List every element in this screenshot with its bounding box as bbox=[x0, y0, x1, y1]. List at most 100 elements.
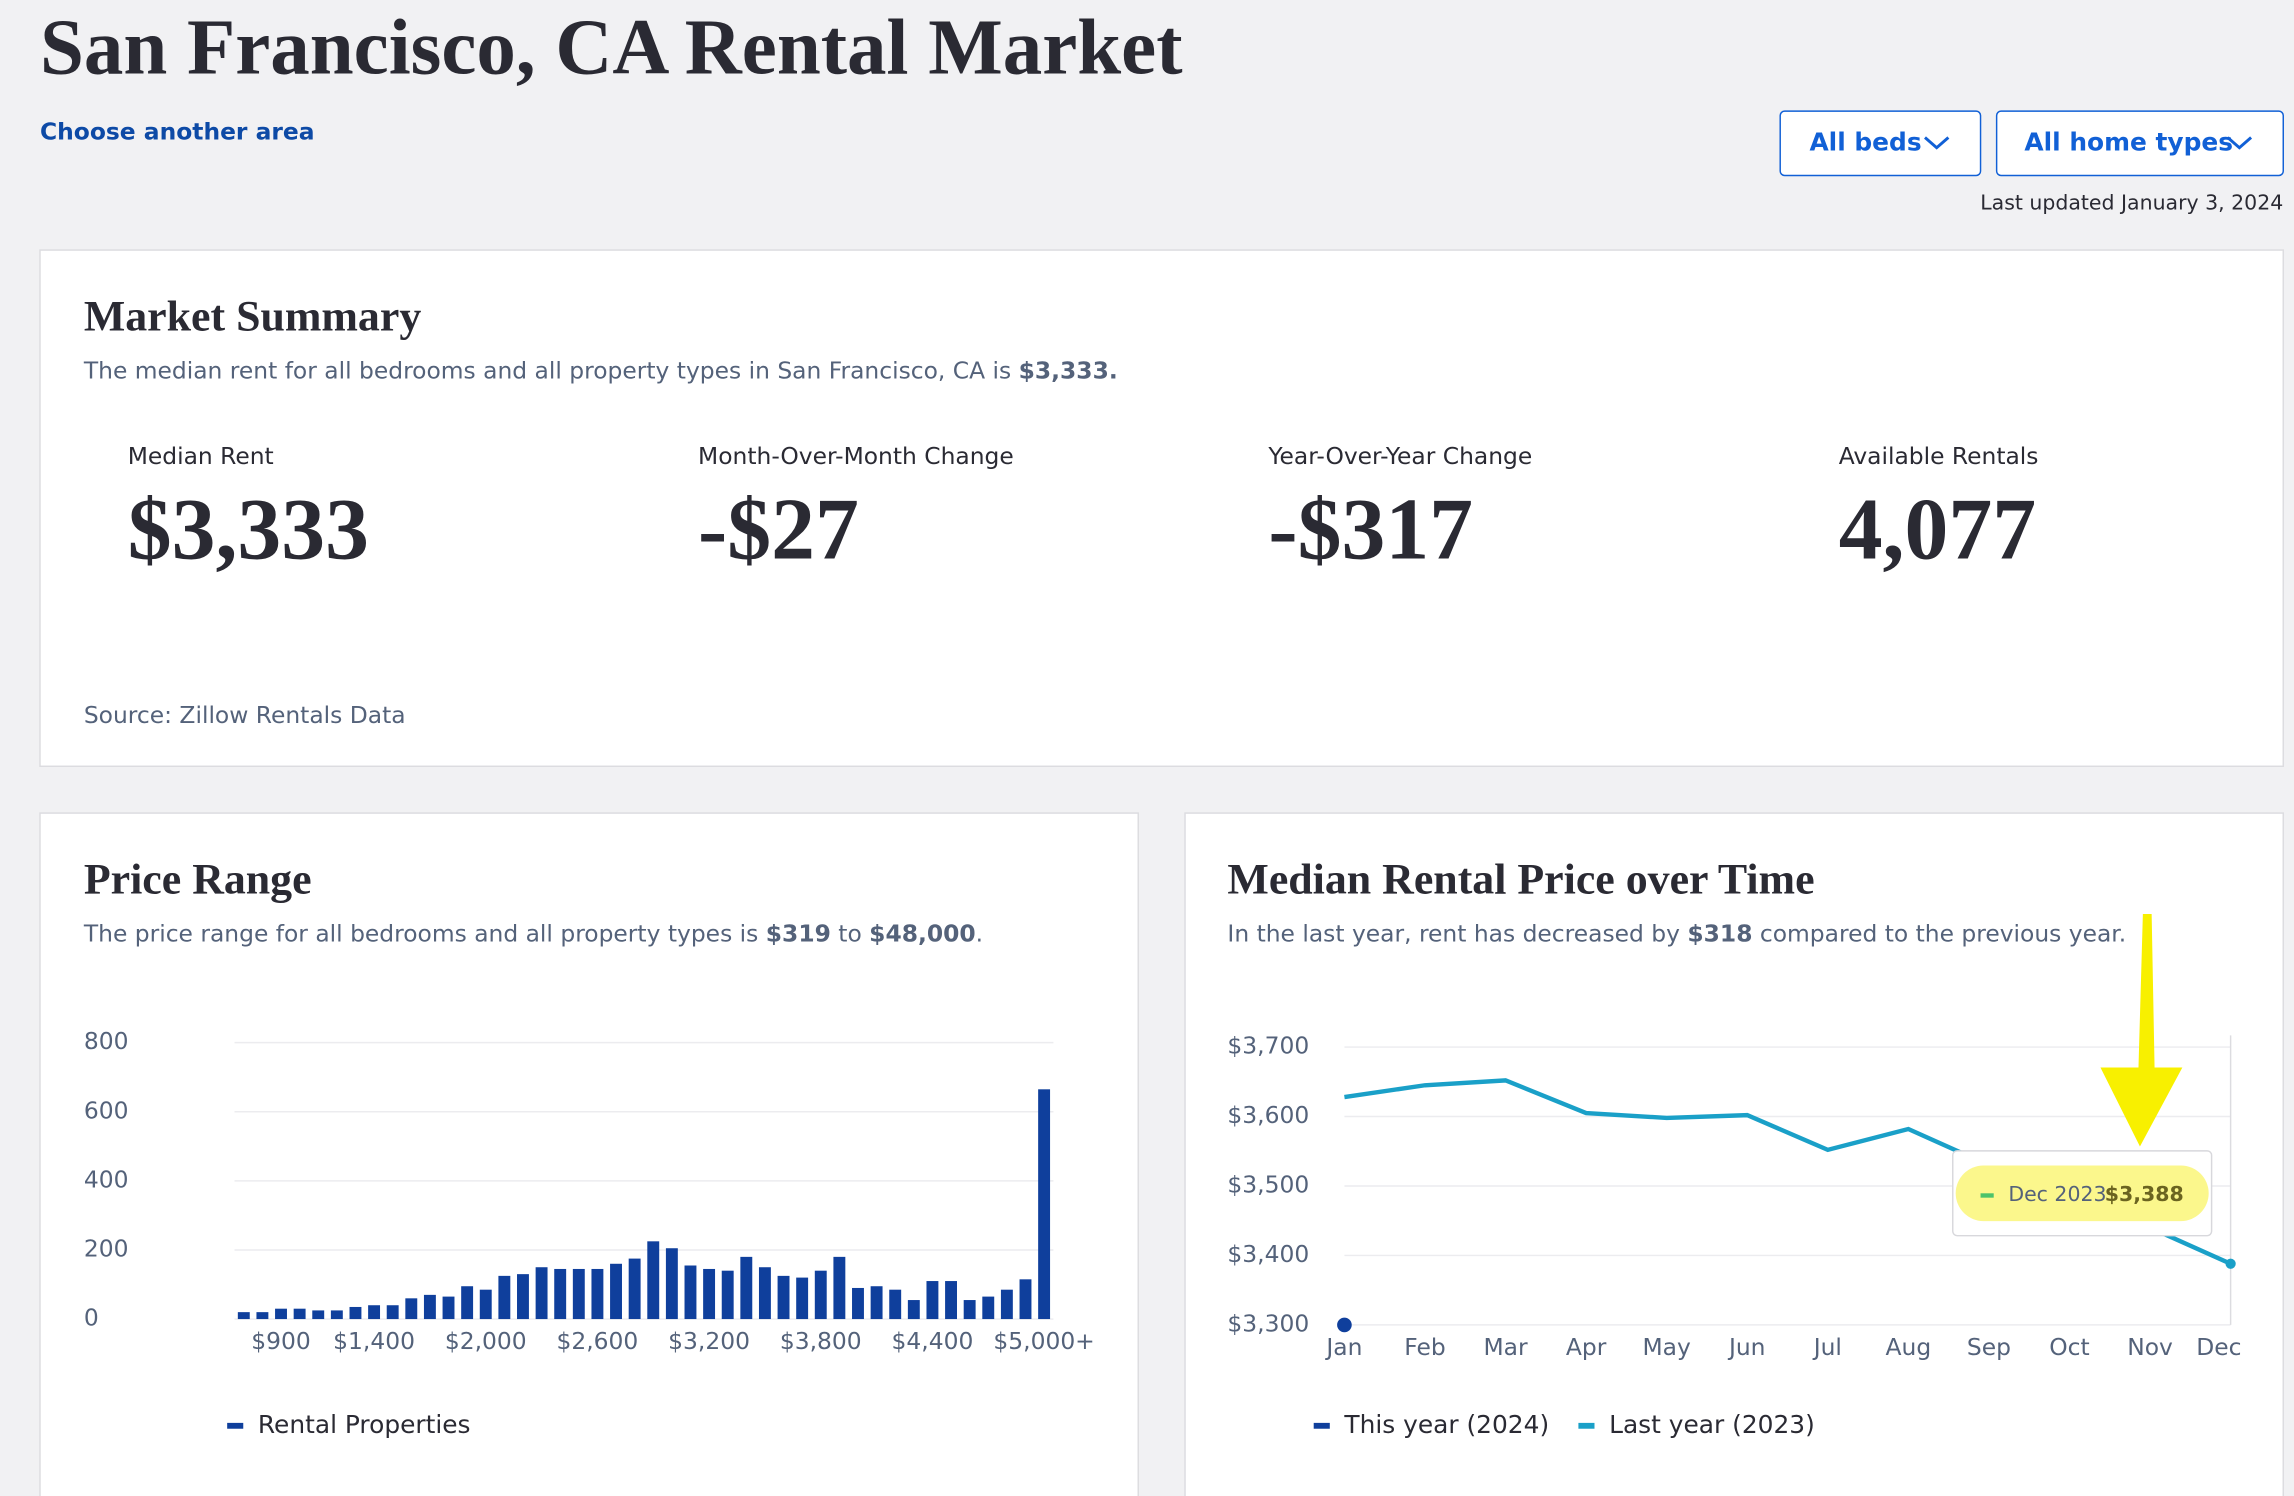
chevron bbox=[1924, 136, 1950, 150]
bar bbox=[647, 1241, 660, 1320]
x-tick-label: $2,000 bbox=[445, 1327, 527, 1355]
bar bbox=[386, 1305, 399, 1320]
bar bbox=[256, 1312, 269, 1320]
legend-swatch bbox=[1313, 1422, 1330, 1429]
y-tick-label: 600 bbox=[84, 1096, 129, 1124]
y-tick-label: 0 bbox=[84, 1304, 99, 1332]
bar bbox=[870, 1286, 883, 1320]
tooltip-label: Dec 2023 bbox=[2008, 1182, 2106, 1206]
bar bbox=[963, 1300, 976, 1320]
bar bbox=[1000, 1289, 1013, 1320]
text: $3,333. bbox=[1019, 356, 1118, 384]
chart-title: Median Rental Price over Time bbox=[1227, 855, 1814, 903]
bar bbox=[517, 1274, 529, 1320]
stats: Median Rent $3,333 Month-Over-Month Change… bbox=[128, 442, 2039, 577]
x-tick-label: Apr bbox=[1566, 1333, 1607, 1361]
source: Source: Zillow Rentals Data bbox=[84, 701, 406, 729]
x-tick-label: $1,400 bbox=[333, 1327, 415, 1355]
last-updated: Last updated January 3, 2024 bbox=[1980, 190, 2283, 214]
x-tick-label: Feb bbox=[1404, 1333, 1445, 1361]
charts: Price Range The price range for all bedro… bbox=[83, 855, 2242, 1438]
chevron bbox=[2226, 136, 2253, 150]
x-tick-label: $4,400 bbox=[892, 1327, 974, 1355]
stat-value: 4,077 bbox=[1839, 480, 2036, 577]
bar bbox=[461, 1286, 474, 1320]
text: compared to the previous year. bbox=[1752, 919, 2126, 947]
bar bbox=[572, 1268, 585, 1320]
bar bbox=[703, 1268, 716, 1320]
legend-swatch bbox=[227, 1422, 244, 1429]
point bbox=[1337, 1317, 1352, 1333]
stat-label: Available Rentals bbox=[1839, 442, 2039, 470]
legend-label: Rental Properties bbox=[258, 1410, 471, 1439]
tooltip-value: $3,388 bbox=[2105, 1182, 2184, 1206]
y-tick-label: $3,700 bbox=[1227, 1032, 1309, 1060]
bar bbox=[442, 1296, 455, 1320]
x-tick-label: Dec bbox=[2196, 1333, 2241, 1361]
bar bbox=[740, 1256, 753, 1320]
summary-description: The median rent for all bedrooms and all… bbox=[83, 356, 1118, 384]
page-title: San Francisco, CA Rental Market bbox=[40, 5, 1183, 92]
chart-title: Price Range bbox=[84, 855, 312, 903]
end-point bbox=[2225, 1258, 2236, 1269]
bar bbox=[535, 1267, 548, 1320]
x-tick-label: $3,800 bbox=[780, 1327, 862, 1355]
bar bbox=[777, 1275, 790, 1320]
x-tick-label: Sep bbox=[1967, 1333, 2011, 1361]
text: $48,000 bbox=[869, 919, 975, 947]
y-tick-label: 800 bbox=[84, 1027, 129, 1055]
summary-card bbox=[39, 249, 2284, 768]
type-filter[interactable] bbox=[1995, 110, 2284, 177]
bar bbox=[721, 1270, 734, 1320]
bar bbox=[907, 1300, 920, 1320]
bar bbox=[275, 1308, 287, 1320]
area-link[interactable]: Choose another area bbox=[40, 118, 315, 146]
x-tick-label: May bbox=[1643, 1333, 1691, 1361]
bar bbox=[554, 1268, 567, 1320]
bar bbox=[479, 1289, 492, 1320]
chart-card bbox=[39, 812, 1139, 1496]
bar bbox=[852, 1287, 864, 1320]
x-tick-label: Jul bbox=[1812, 1333, 1842, 1361]
bar bbox=[293, 1308, 306, 1320]
legend-label: This year (2024) bbox=[1343, 1410, 1549, 1439]
bar bbox=[833, 1256, 846, 1320]
bar bbox=[330, 1310, 343, 1320]
beds-filter[interactable] bbox=[1779, 110, 1982, 177]
bar bbox=[889, 1289, 902, 1320]
x-tick-label: $3,200 bbox=[668, 1327, 750, 1355]
stat-value: -$317 bbox=[1268, 480, 1473, 577]
type-filter-label: All home types bbox=[2024, 127, 2233, 156]
stat-label: Year-Over-Year Change bbox=[1267, 442, 1532, 470]
bar bbox=[982, 1296, 995, 1320]
stat-value: $3,333 bbox=[128, 480, 369, 577]
x-tick-label: Oct bbox=[2049, 1333, 2089, 1361]
bar bbox=[814, 1270, 827, 1320]
text: to bbox=[831, 919, 869, 947]
chart-subtitle: In the last year, rent has decreased by … bbox=[1227, 919, 2126, 947]
stat-label: Median Rent bbox=[128, 442, 274, 470]
text: The median rent for all bedrooms and all… bbox=[83, 356, 1019, 384]
bar bbox=[628, 1258, 641, 1320]
bar bbox=[591, 1268, 604, 1320]
bar bbox=[796, 1277, 809, 1320]
x-tick-label: $900 bbox=[251, 1327, 311, 1355]
x-tick-label: Mar bbox=[1483, 1333, 1527, 1361]
x-tick-label: Jun bbox=[1727, 1333, 1766, 1361]
bar bbox=[1038, 1089, 1051, 1320]
x-tick-label: Aug bbox=[1886, 1333, 1932, 1361]
bar bbox=[665, 1248, 678, 1320]
y-tick-label: 200 bbox=[84, 1234, 129, 1262]
bar bbox=[349, 1306, 362, 1320]
bar bbox=[926, 1281, 939, 1320]
bar bbox=[237, 1312, 250, 1320]
legend-swatch bbox=[1578, 1422, 1595, 1429]
text: In the last year, rent has decreased by bbox=[1227, 919, 1687, 947]
y-tick-label: $3,300 bbox=[1227, 1309, 1309, 1337]
text: $319 bbox=[766, 919, 831, 947]
bar bbox=[758, 1267, 771, 1320]
text: . bbox=[976, 919, 983, 947]
y-tick-label: $3,500 bbox=[1227, 1170, 1309, 1198]
tooltip-swatch bbox=[1980, 1193, 1994, 1198]
summary-title: Market Summary bbox=[84, 292, 421, 340]
